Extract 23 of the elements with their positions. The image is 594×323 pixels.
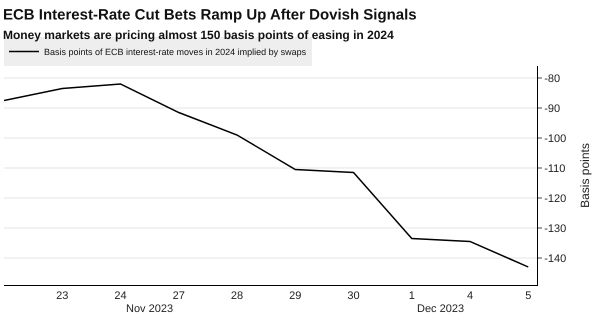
y-tick-label: -130 (544, 222, 566, 235)
text: Dec 2023 (417, 303, 464, 315)
legend-label: Basis points of ECB interest-rate moves in 2024 implied by swaps (44, 47, 307, 58)
y-tick-label: -110 (544, 162, 566, 175)
x-tick-label: 27 (172, 290, 185, 302)
x-tick-label: 23 (56, 290, 68, 302)
x-tick-label: 28 (230, 290, 244, 302)
line-series (4, 83, 530, 268)
x-tick-label: 4 (466, 290, 474, 302)
y-axis-title: Basis points (578, 143, 592, 208)
x-tick-label: 5 (525, 290, 532, 302)
x-tick-label: 30 (347, 290, 360, 302)
y-tick-label: -80 (544, 72, 560, 85)
chart-subtitle: Money markets are pricing almost 150 basis points of easing in 2024 (2, 28, 394, 42)
x-tick-label: 1 (408, 290, 415, 302)
y-tick-label: -140 (544, 252, 566, 265)
y-tick-label: -100 (544, 132, 566, 145)
y-tick-label: -120 (544, 192, 566, 205)
y-tick-label: -90 (544, 102, 560, 115)
chart-title: ECB Interest-Rate Cut Bets Ramp Up After Dovish Signals (2, 6, 417, 24)
x-tick-label: 29 (289, 290, 302, 302)
x-tick-label: 24 (114, 290, 127, 302)
text: Nov 2023 (126, 303, 174, 315)
